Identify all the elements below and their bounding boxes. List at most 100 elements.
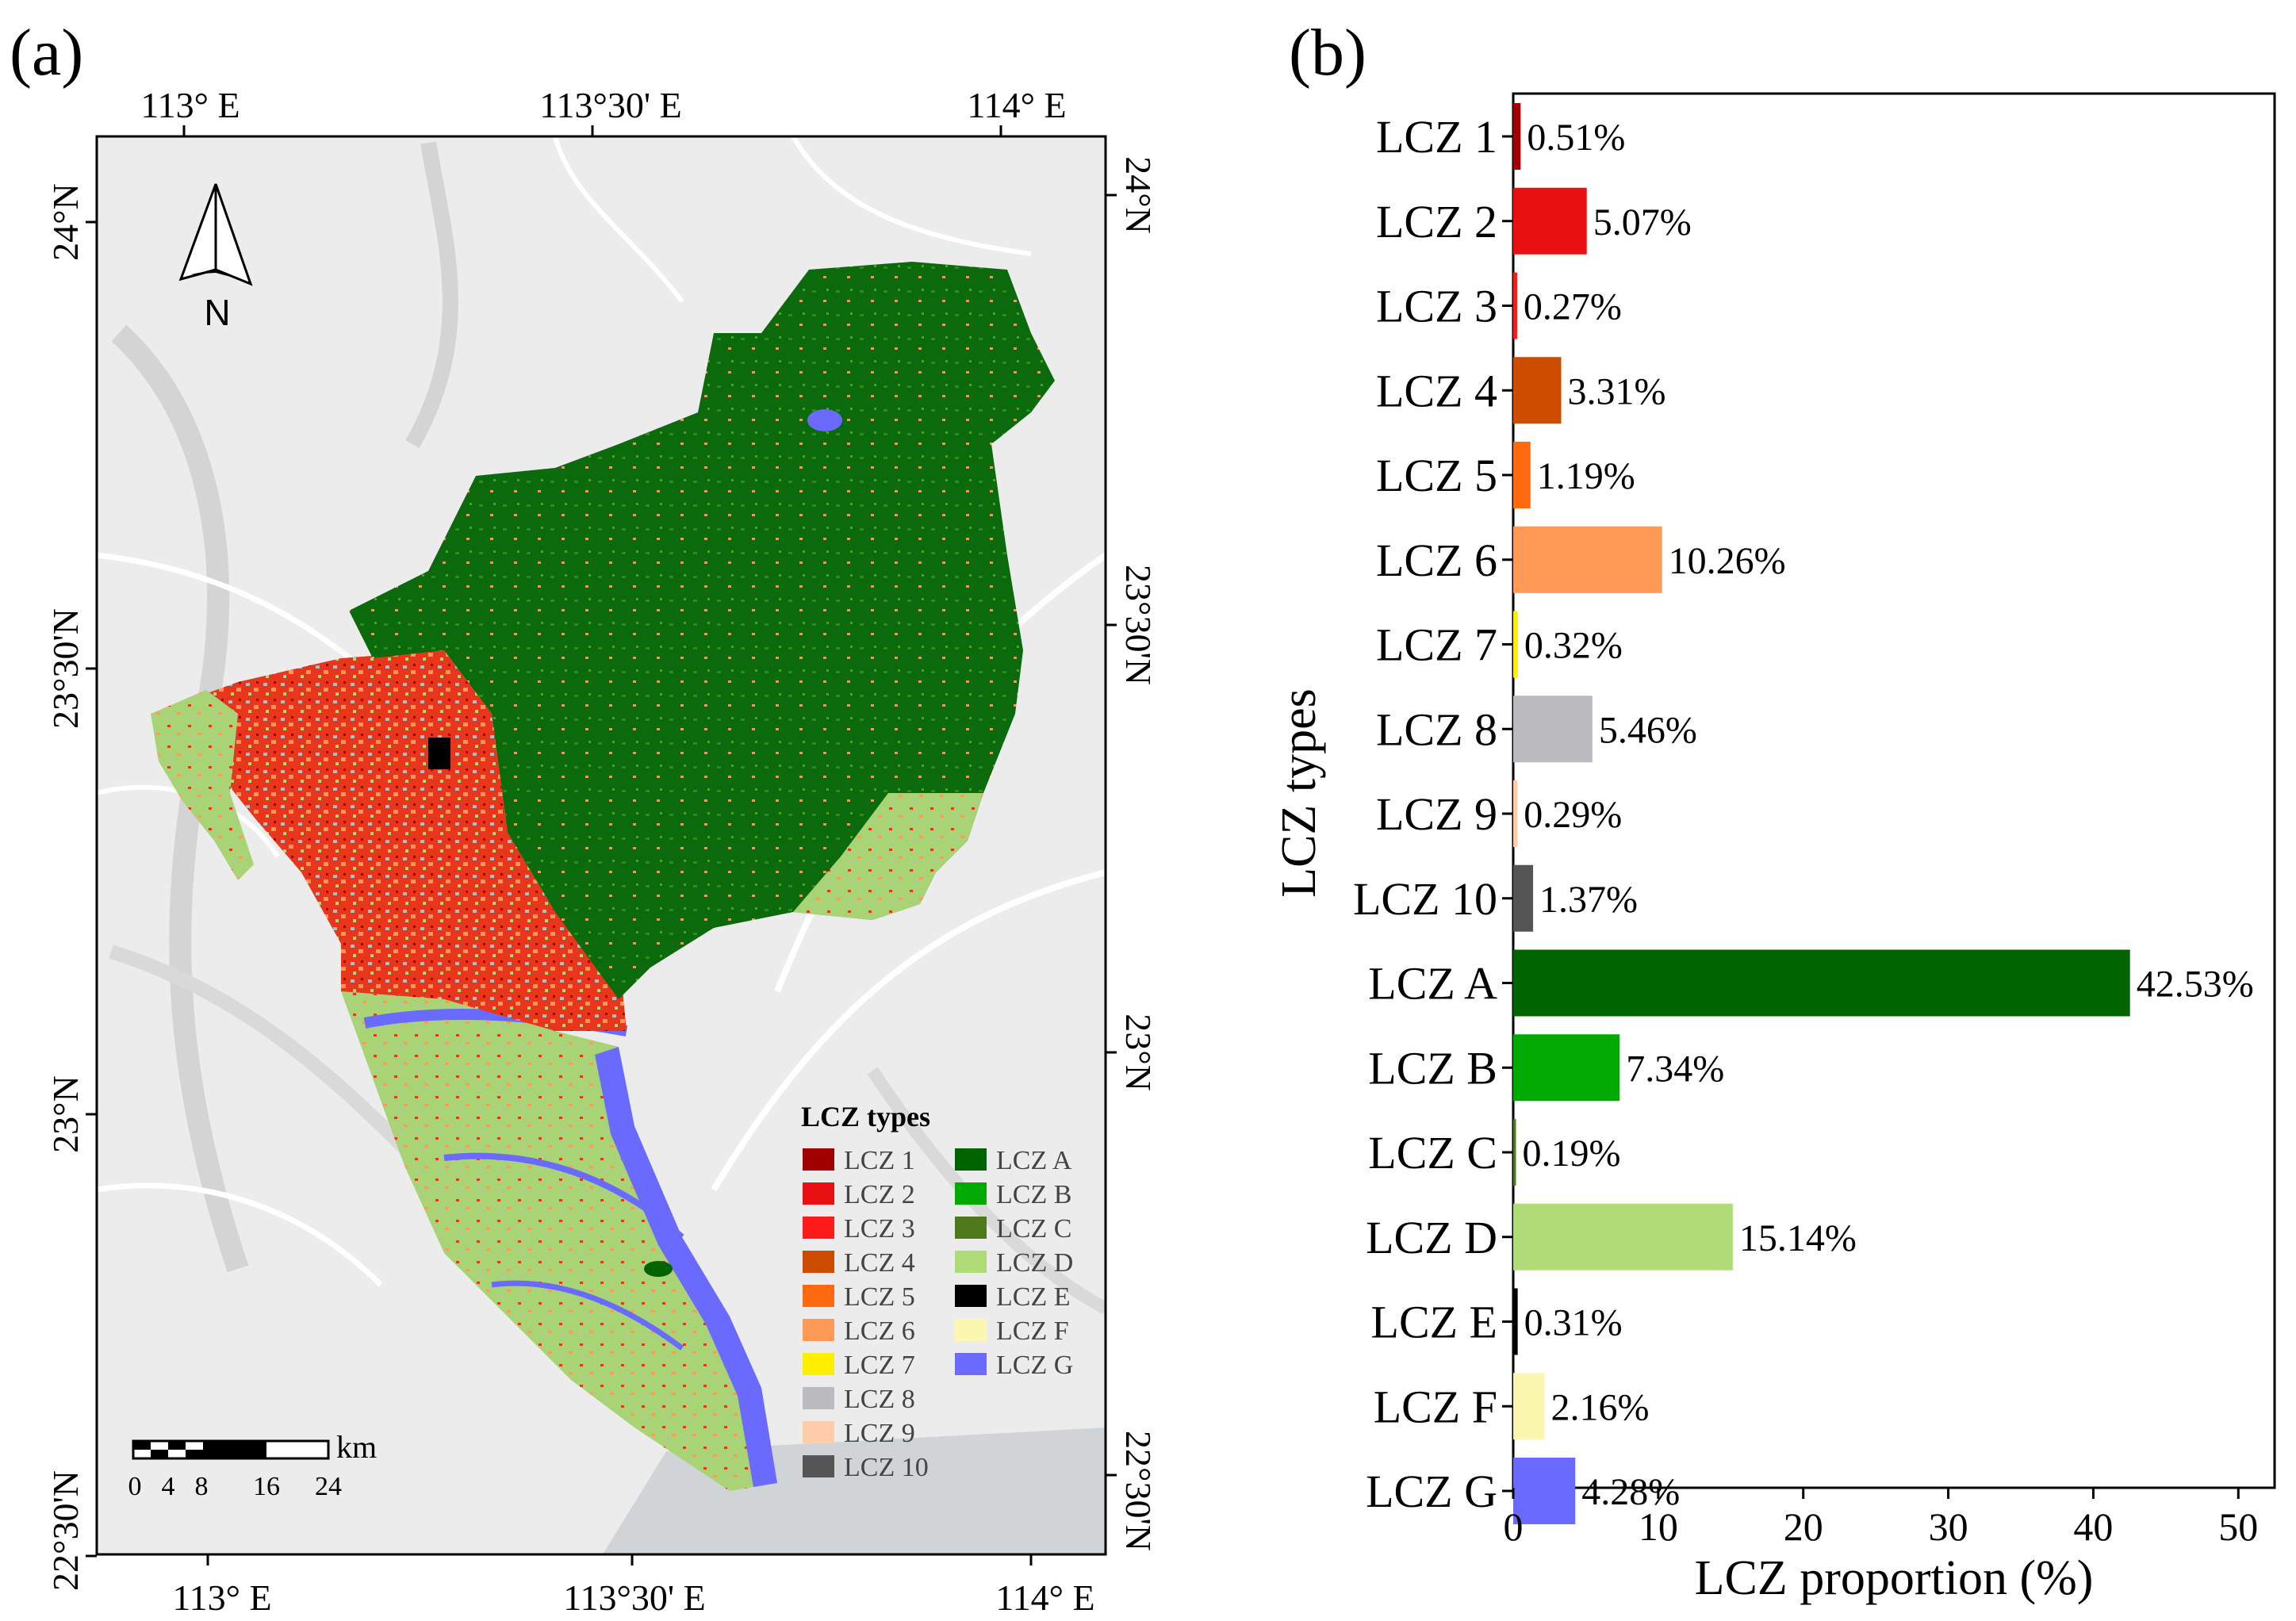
- y-axis-label: LCZ types: [1272, 688, 1326, 897]
- y-tick-label: LCZ B: [1368, 1042, 1497, 1094]
- bar-value-label: 2.16%: [1550, 1386, 1649, 1428]
- bar-value-label: 15.14%: [1739, 1217, 1857, 1259]
- lon-label-top-2: 113°30' E: [539, 85, 682, 125]
- bar: [1513, 1373, 1545, 1440]
- map-legend-label: LCZ B: [996, 1180, 1071, 1209]
- map-legend-title: LCZ types: [801, 1101, 930, 1132]
- y-tick-label: LCZ 1: [1376, 111, 1497, 163]
- x-tick-label: 40: [2073, 1504, 2113, 1549]
- x-tick-label: 0: [1504, 1504, 1524, 1549]
- scale-bar: km 0 4 8 16 24: [128, 1429, 378, 1501]
- lon-label-top-1: 113° E: [140, 85, 240, 125]
- scale-tick-16: 16: [253, 1472, 280, 1501]
- map-legend-label: LCZ 6: [844, 1316, 915, 1346]
- y-tick-label: LCZ E: [1371, 1297, 1497, 1348]
- map-legend-swatch: [803, 1421, 834, 1443]
- map-frame-ticks: [86, 125, 1117, 1565]
- y-tick-label: LCZ 3: [1376, 281, 1497, 332]
- bar: [1513, 526, 1662, 593]
- bar: [1513, 1458, 1576, 1524]
- lon-label-bottom-3: 114° E: [995, 1577, 1094, 1618]
- lat-label-left-4: 22°30'N: [45, 1470, 86, 1591]
- lat-label-left-3: 23°N: [45, 1075, 86, 1153]
- bar-value-label: 1.19%: [1537, 455, 1635, 497]
- bar: [1513, 611, 1518, 678]
- map-legend-swatch: [803, 1251, 834, 1273]
- y-tick-label: LCZ A: [1368, 958, 1497, 1010]
- bar: [1513, 357, 1562, 424]
- map-legend-swatch: [955, 1182, 987, 1205]
- y-tick-label: LCZ 8: [1376, 703, 1497, 755]
- x-axis: 0 10 20 30 40 50: [1504, 1488, 2258, 1549]
- north-label: N: [204, 292, 230, 333]
- north-arrow-icon: N: [178, 183, 253, 333]
- map-legend-swatch: [803, 1148, 834, 1171]
- bar-value-label: 1.37%: [1539, 879, 1638, 921]
- x-tick-label: 30: [1929, 1504, 1968, 1549]
- scale-unit: km: [336, 1429, 377, 1465]
- bar: [1513, 442, 1531, 508]
- scale-tick-4: 4: [162, 1472, 175, 1501]
- map-legend-label: LCZ E: [996, 1282, 1070, 1312]
- map-legend-swatch: [803, 1285, 834, 1307]
- map-legend-swatch: [803, 1217, 834, 1239]
- map-legend-swatch: [955, 1217, 987, 1239]
- bar: [1513, 949, 2130, 1017]
- map-legend-swatch: [803, 1353, 834, 1375]
- lat-label-right-1: 24°N: [1118, 156, 1159, 234]
- map-legend-swatch: [803, 1319, 834, 1341]
- map-legend-label: LCZ 2: [844, 1180, 915, 1209]
- bar-value-label: 0.19%: [1522, 1132, 1620, 1175]
- map-legend-swatch: [955, 1148, 987, 1171]
- bar: [1513, 1119, 1516, 1186]
- scale-tick-8: 8: [195, 1472, 209, 1501]
- lon-label-top-3: 114° E: [967, 85, 1066, 125]
- map-legend-label: LCZ 4: [844, 1248, 915, 1278]
- y-tick-label: LCZ C: [1368, 1127, 1497, 1178]
- map-legend-label: LCZ 1: [844, 1146, 915, 1175]
- bar-value-label: 0.27%: [1524, 286, 1622, 328]
- bar: [1513, 272, 1517, 339]
- scale-tick-0: 0: [128, 1472, 142, 1501]
- lat-label-left-1: 24°N: [45, 183, 86, 261]
- map-legend-label: LCZ 10: [844, 1453, 929, 1482]
- bar-value-label: 7.34%: [1626, 1048, 1724, 1090]
- lat-label-right-4: 22°30'N: [1118, 1431, 1159, 1551]
- scale-tick-24: 24: [315, 1472, 342, 1501]
- lat-label-left-2: 23°30'N: [45, 608, 86, 729]
- y-tick-label: LCZ G: [1366, 1466, 1497, 1517]
- bar-value-label: 0.51%: [1527, 117, 1625, 159]
- bar-value-label: 0.29%: [1524, 794, 1622, 836]
- bar-value-label: 4.28%: [1581, 1471, 1680, 1513]
- panel-b-label: (b): [1289, 16, 1366, 90]
- bar-value-label: 42.53%: [2137, 964, 2254, 1006]
- map-legend-swatch: [955, 1319, 987, 1341]
- map-legend-swatch: [803, 1387, 834, 1409]
- map-legend-label: LCZ 7: [844, 1351, 915, 1380]
- bar: [1513, 1288, 1518, 1355]
- map-legend-label: LCZ D: [996, 1248, 1073, 1278]
- map-legend-label: LCZ G: [996, 1351, 1073, 1380]
- bar: [1513, 1203, 1733, 1270]
- map-legend-label: LCZ A: [996, 1146, 1072, 1175]
- study-area: [151, 262, 1055, 1491]
- bar-value-label: 5.07%: [1593, 201, 1692, 243]
- y-tick-label: LCZ F: [1374, 1381, 1497, 1432]
- bar-value-label: 5.46%: [1599, 709, 1697, 751]
- bar-value-label: 3.31%: [1568, 370, 1666, 412]
- y-tick-label: LCZ 2: [1376, 196, 1497, 247]
- bar: [1513, 780, 1518, 847]
- x-tick-label: 50: [2218, 1504, 2258, 1549]
- y-tick-label: LCZ D: [1366, 1212, 1497, 1263]
- map-legend-label: LCZ 9: [844, 1419, 915, 1448]
- x-tick-label: 20: [1784, 1504, 1823, 1549]
- y-tick-label: LCZ 9: [1376, 788, 1497, 840]
- map-legend-label: LCZ C: [996, 1214, 1071, 1244]
- lon-label-bottom-1: 113° E: [172, 1577, 271, 1618]
- lat-label-right-3: 23°N: [1118, 1014, 1159, 1091]
- map-legend-swatch: [955, 1251, 987, 1273]
- lat-label-right-2: 23°30'N: [1118, 565, 1159, 685]
- map-legend-swatch: [955, 1285, 987, 1307]
